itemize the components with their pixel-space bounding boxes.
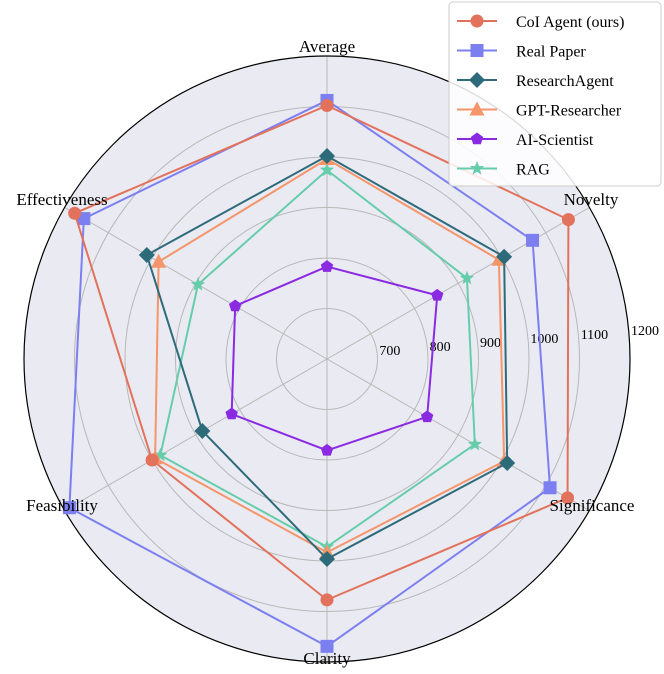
data-point — [62, 501, 76, 515]
legend-label: RAG — [516, 162, 550, 179]
data-point — [420, 410, 434, 423]
axis-label-significance: Significance — [550, 496, 635, 515]
data-point — [543, 481, 557, 495]
legend-label: AI-Scientist — [516, 132, 594, 149]
data-point — [431, 288, 444, 301]
data-point — [320, 639, 334, 653]
r-tick-label: 800 — [430, 340, 451, 355]
data-point — [499, 455, 516, 472]
series-researchagent — [138, 147, 516, 567]
legend-marker — [470, 44, 484, 57]
r-tick-label: 700 — [379, 344, 400, 359]
data-point — [561, 491, 575, 505]
legend-item: AI-Scientist — [457, 132, 594, 149]
data-point — [319, 147, 335, 164]
legend-item: ResearchAgent — [457, 72, 614, 90]
data-point — [459, 270, 475, 285]
plot-frame — [23, 55, 631, 663]
legend-box — [448, 1, 662, 187]
legend-label: CoI Agent (ours) — [516, 14, 624, 31]
axis-label-feasibility: Feasibility — [26, 496, 98, 515]
legend-item: CoI Agent (ours) — [457, 14, 624, 31]
legend-label: ResearchAgent — [516, 73, 614, 90]
legend: CoI Agent (ours) Real Paper ResearchAgent G… — [448, 1, 662, 187]
data-point — [68, 206, 82, 220]
legend-marker — [470, 132, 484, 145]
axis-label-clarity: Clarity — [303, 649, 351, 668]
data-point — [319, 550, 335, 567]
axis-label-average: Average — [299, 37, 355, 56]
legend-item: RAG — [457, 161, 550, 179]
legend-marker — [470, 14, 484, 28]
data-point — [145, 453, 159, 467]
data-point — [153, 447, 168, 462]
series-ai-scientist — [225, 260, 444, 456]
data-point — [561, 213, 575, 227]
r-tick-label: 1200 — [631, 324, 659, 339]
data-point — [225, 407, 238, 420]
data-point — [151, 253, 167, 268]
legend-marker — [469, 101, 485, 116]
r-tick-label: 900 — [480, 336, 501, 351]
data-point — [496, 248, 513, 265]
data-point — [467, 436, 482, 451]
legend-item: Real Paper — [457, 44, 586, 61]
data-point — [228, 299, 242, 312]
data-point — [320, 98, 334, 112]
r-tick-label: 1100 — [581, 328, 608, 343]
data-point — [190, 277, 206, 291]
axis-label-effectiveness: Effectiveness — [16, 190, 107, 209]
data-point — [320, 260, 334, 272]
series-coi-agent-ours — [68, 98, 575, 607]
data-point — [526, 233, 540, 247]
grid-spoke — [64, 358, 328, 511]
legend-item: GPT-Researcher — [457, 101, 622, 120]
data-point — [320, 443, 334, 456]
grid-spoke — [326, 207, 590, 360]
legend-label: GPT-Researcher — [516, 103, 622, 120]
data-point — [320, 593, 334, 607]
legend-label: Real Paper — [516, 44, 586, 61]
data-point — [319, 162, 335, 177]
legend-marker — [469, 72, 485, 88]
data-point — [194, 422, 211, 439]
axis-label-novelty: Novelty — [564, 190, 619, 209]
data-point — [138, 246, 155, 263]
legend-marker — [469, 161, 485, 175]
r-tick-label: 1000 — [530, 332, 558, 347]
